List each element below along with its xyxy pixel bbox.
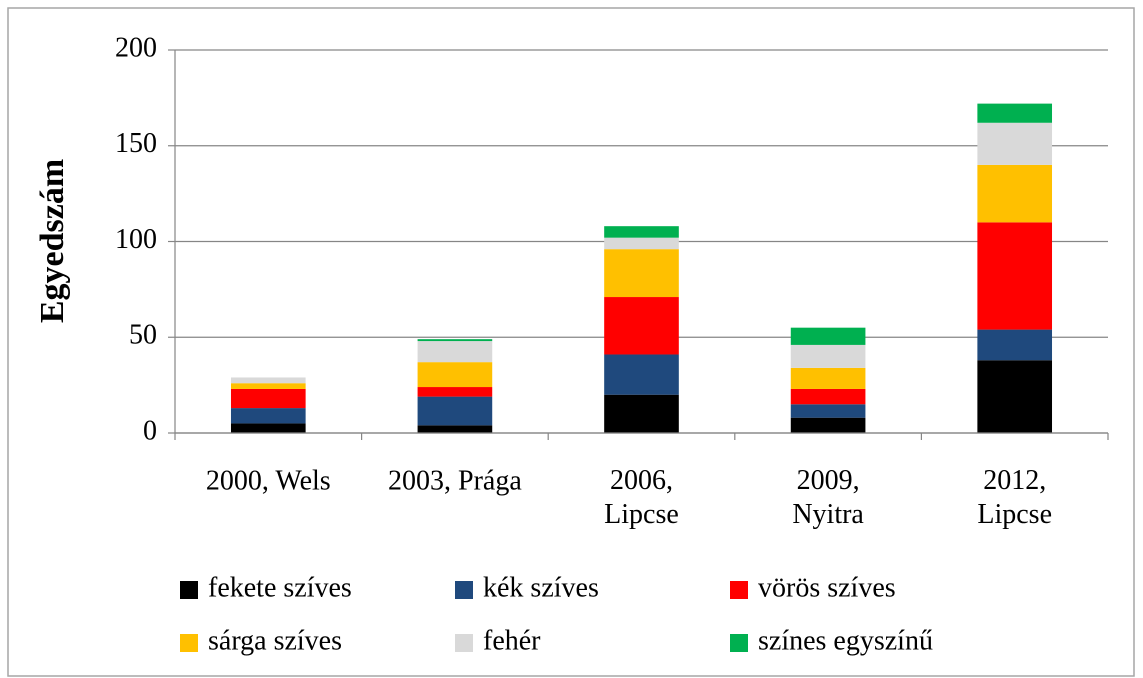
bar-segment (790, 367, 866, 389)
x-tick-label: 2009, Nyitra (792, 465, 864, 530)
x-tick-label: 2000, Wels (206, 465, 331, 496)
legend-swatch (455, 634, 473, 652)
y-tick-label: 50 (129, 320, 157, 351)
legend-label: színes egyszínű (758, 625, 933, 656)
legend-label: vörös szíves (758, 572, 896, 603)
bar-segment (230, 383, 306, 389)
x-tick-label: 2003, Prága (388, 465, 522, 496)
y-tick-label: 0 (143, 415, 157, 446)
legend-swatch (180, 581, 198, 599)
bar-segment (604, 249, 679, 298)
bar-segment (604, 237, 679, 250)
chart-frame (7, 7, 1135, 677)
bar-segment (417, 339, 493, 342)
x-tick-label: 2006, Lipcse (604, 465, 679, 530)
bar-segment (790, 417, 866, 433)
bar-segment (790, 388, 866, 405)
bar-segment (977, 103, 1053, 123)
bar-segment (604, 226, 679, 238)
legend-swatch (455, 581, 473, 599)
legend-swatch (730, 581, 748, 599)
legend-swatch (180, 634, 198, 652)
bar-segment (417, 362, 493, 388)
bar-segment (977, 164, 1053, 223)
x-tick-label: 2012, Lipcse (977, 465, 1052, 530)
bar-segment (417, 396, 493, 426)
y-tick-label: 100 (115, 224, 157, 255)
bar-segment (230, 408, 306, 424)
bar-segment (417, 341, 493, 363)
legend-label: fekete szíves (208, 572, 352, 603)
legend-label: sárga szíves (208, 625, 342, 656)
bar-segment (790, 344, 866, 368)
bar-segment (230, 377, 306, 384)
y-tick-label: 150 (115, 128, 157, 159)
y-tick-label: 200 (115, 32, 157, 63)
bar-segment (790, 404, 866, 418)
bar-segment (604, 394, 679, 433)
bar-segment (417, 425, 493, 433)
bar-segment (604, 297, 679, 355)
legend-swatch (730, 634, 748, 652)
bar-segment (230, 388, 306, 409)
legend-label: fehér (483, 625, 541, 656)
y-axis-title: Egyedszám (34, 159, 71, 323)
bar-segment (790, 327, 866, 345)
bar-segment (417, 387, 493, 397)
bar-segment (977, 122, 1053, 165)
bar-segment (977, 360, 1053, 433)
bar-segment (230, 423, 306, 433)
bar-segment (977, 329, 1053, 361)
bar-segment (977, 222, 1053, 330)
bar-segment (604, 354, 679, 395)
legend-label: kék szíves (483, 572, 599, 603)
